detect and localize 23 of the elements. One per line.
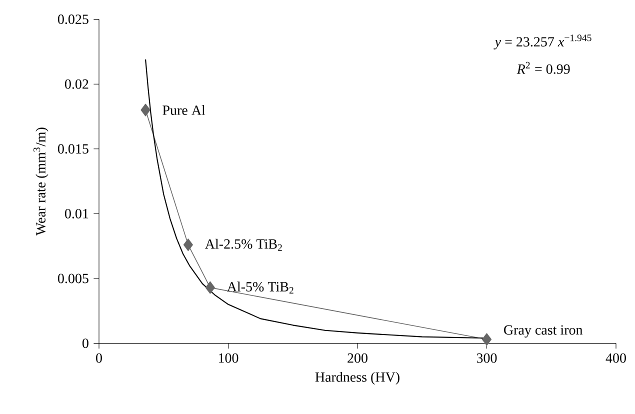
y-tick-label: 0 xyxy=(82,338,88,348)
point xyxy=(482,333,492,346)
annotation: y = 23.257 x$^{−1.945}$ xyxy=(494,34,592,50)
y-tick-label: 0.015 xyxy=(58,144,88,154)
annotation: Gray cast iron xyxy=(504,325,583,338)
y-tick-label: 0.005 xyxy=(58,274,88,284)
x-tick-label: 300 xyxy=(476,353,497,363)
point xyxy=(205,281,215,294)
annotation: Al-2.5% TiB$_{2}$ xyxy=(205,238,282,251)
point xyxy=(140,104,150,116)
x-tick-label: 200 xyxy=(348,353,368,363)
x-tick-label: 400 xyxy=(606,353,626,363)
annotation: R$^{2}$ = 0.99 xyxy=(516,62,570,74)
y-tick-label: 0.025 xyxy=(58,14,88,24)
point xyxy=(183,238,193,252)
x-axis-title: Hardness (HV) xyxy=(315,372,400,385)
y-tick-label: 0.01 xyxy=(64,208,88,218)
x-tick-label: 100 xyxy=(218,353,238,363)
annotation: Al-5% TiB$_{2}$ xyxy=(227,282,294,294)
annotation: Pure Al xyxy=(162,105,206,115)
y-axis-title: Wear rate (mm$^{3}$/m) xyxy=(34,128,48,236)
y-tick-label: 0.02 xyxy=(64,79,88,89)
x-tick-label: 0 xyxy=(96,353,102,363)
